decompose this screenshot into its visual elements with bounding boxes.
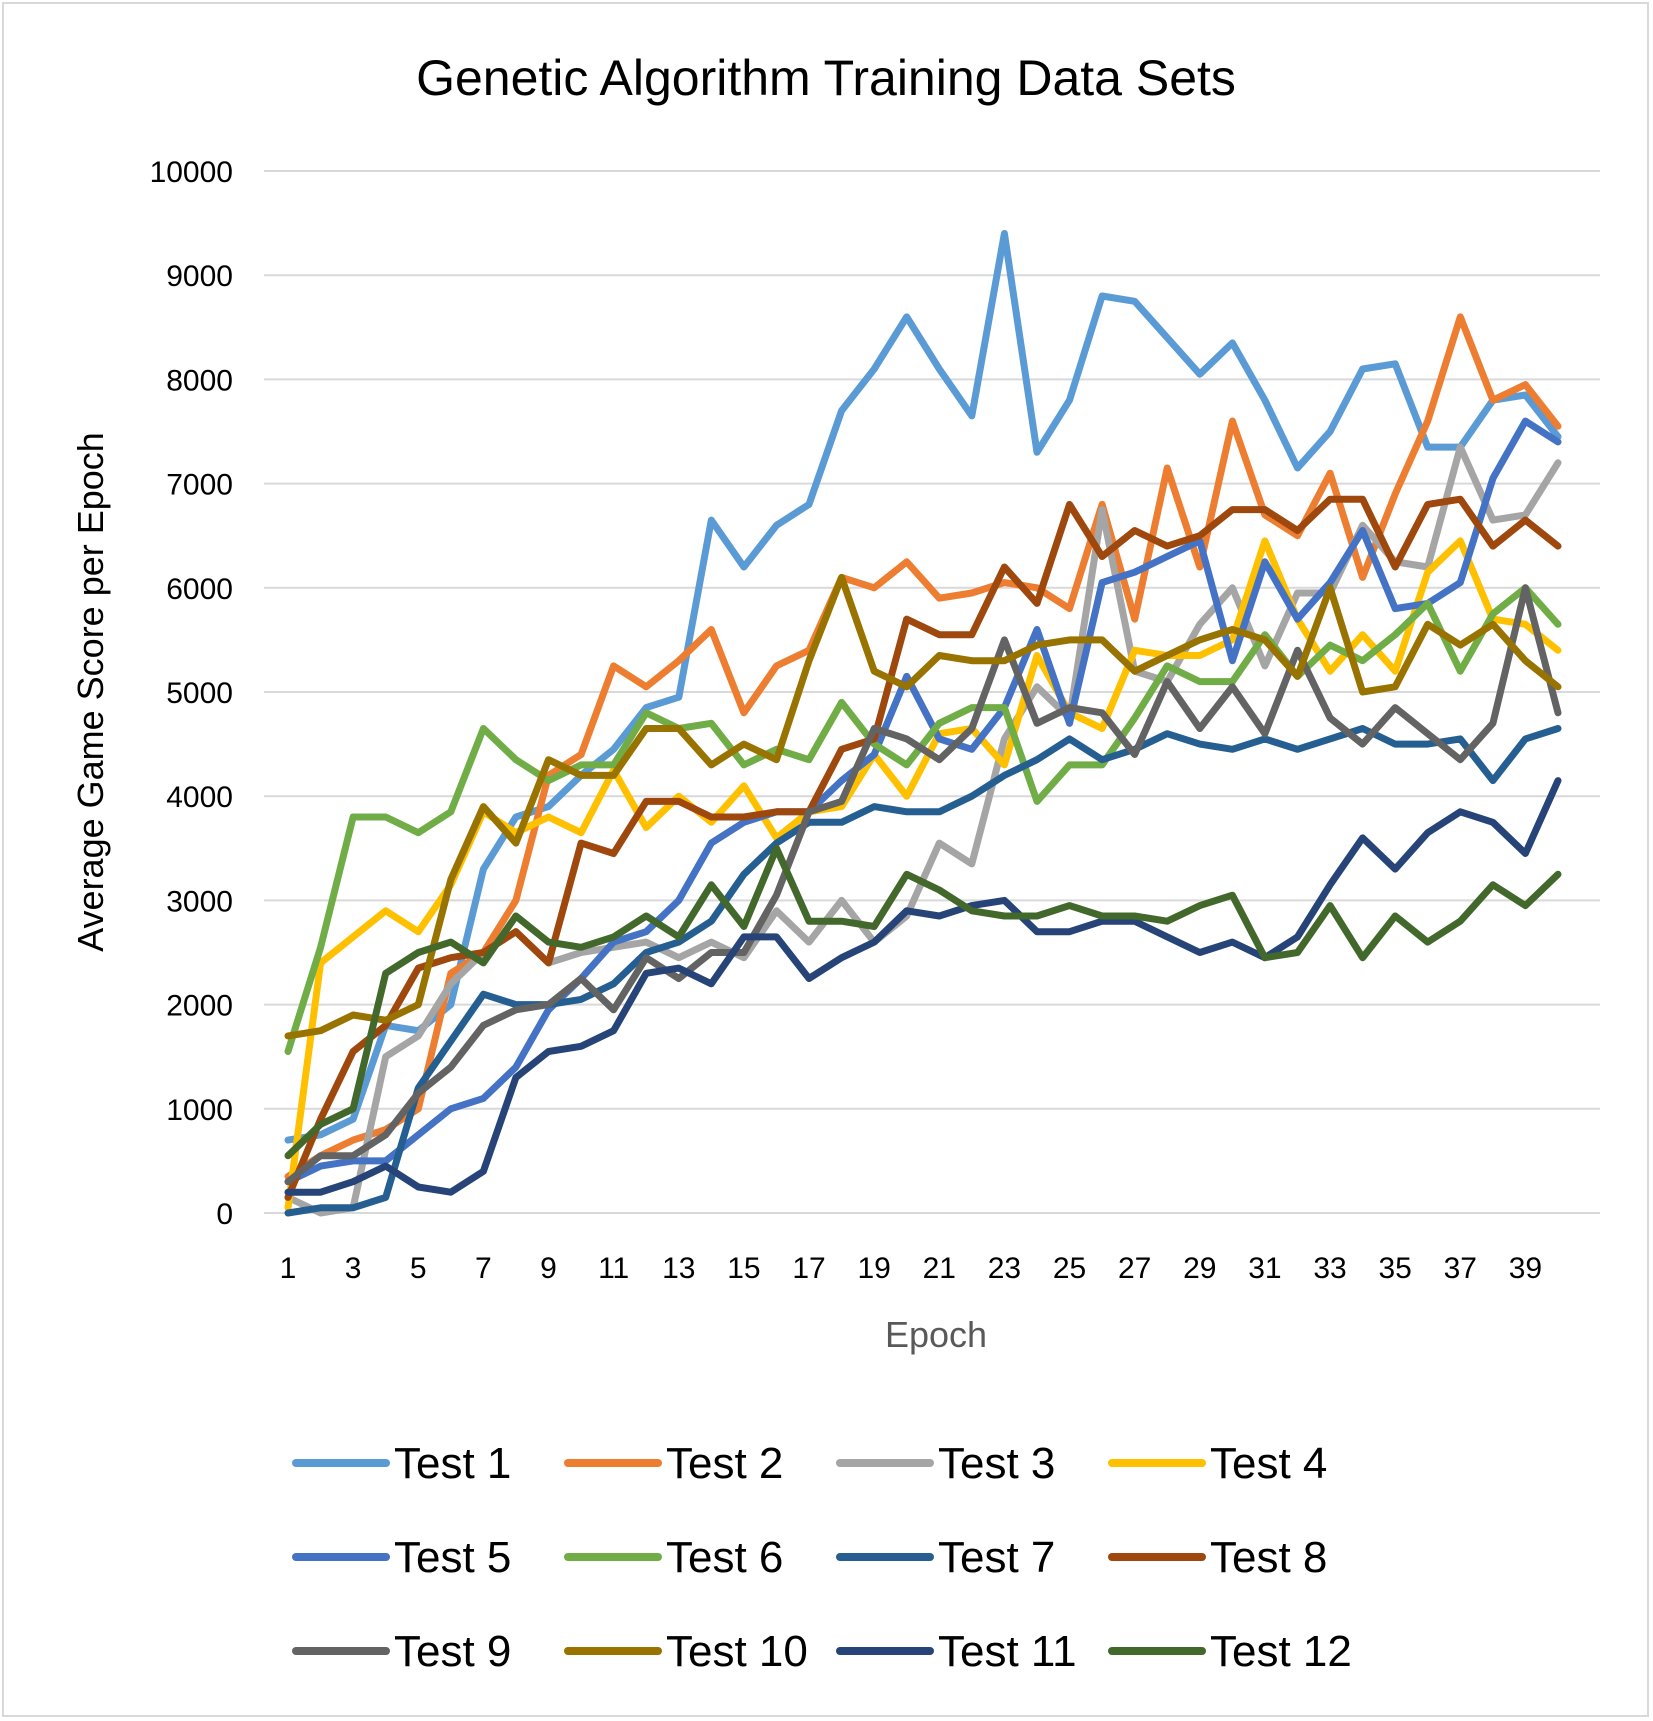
y-tick-label: 1000 <box>166 1094 233 1127</box>
y-tick-label: 7000 <box>166 469 233 502</box>
x-tick-label: 1 <box>280 1252 297 1285</box>
legend-item: Test 12 <box>1108 1627 1352 1676</box>
x-tick-label: 17 <box>792 1252 825 1285</box>
series-line-12 <box>284 844 1562 1160</box>
legend-item: Test 3 <box>836 1439 1055 1488</box>
y-tick-label: 0 <box>216 1198 233 1231</box>
y-tick-label: 5000 <box>166 677 233 710</box>
legend-item: Test 5 <box>292 1533 511 1582</box>
x-tick-label: 19 <box>857 1252 890 1285</box>
x-tick-label: 39 <box>1509 1252 1542 1285</box>
x-tick-label: 29 <box>1183 1252 1216 1285</box>
legend-label: Test 4 <box>1210 1439 1327 1488</box>
legend-item: Test 10 <box>564 1627 808 1676</box>
legend-label: Test 9 <box>394 1627 511 1676</box>
legend-item: Test 8 <box>1108 1533 1327 1582</box>
y-tick-label: 9000 <box>166 260 233 293</box>
y-tick-label: 10000 <box>150 156 233 189</box>
legend-label: Test 1 <box>394 1439 511 1488</box>
x-axis-label: Epoch <box>885 1314 987 1355</box>
x-tick-label: 5 <box>410 1252 427 1285</box>
y-tick-label: 3000 <box>166 885 233 918</box>
legend-item: Test 1 <box>292 1439 511 1488</box>
legend-label: Test 5 <box>394 1533 511 1582</box>
legend-item: Test 9 <box>292 1627 511 1676</box>
x-tick-label: 9 <box>540 1252 557 1285</box>
x-tick-label: 27 <box>1118 1252 1151 1285</box>
series-line-5 <box>284 417 1562 1186</box>
legend-label: Test 3 <box>938 1439 1055 1488</box>
x-tick-label: 25 <box>1053 1252 1086 1285</box>
y-tick-label: 8000 <box>166 364 233 397</box>
legend-label: Test 10 <box>666 1627 808 1676</box>
x-tick-label: 11 <box>598 1252 629 1285</box>
legend-item: Test 11 <box>836 1627 1077 1676</box>
series-line-11 <box>284 777 1562 1196</box>
legend-item: Test 2 <box>564 1439 783 1488</box>
x-tick-label: 37 <box>1444 1252 1477 1285</box>
series-line-10 <box>284 573 1562 1040</box>
series-line-8 <box>284 495 1562 1201</box>
gridlines <box>264 170 1600 1214</box>
series-line-1 <box>284 230 1562 1144</box>
y-axis-ticks: 0 1000 2000 3000 4000 5000 6000 7000 8000 9000 100… <box>150 156 233 1231</box>
y-tick-label: 4000 <box>166 781 233 814</box>
x-tick-label: 13 <box>662 1252 695 1285</box>
series-lines <box>284 230 1562 1217</box>
x-tick-label: 21 <box>923 1252 956 1285</box>
x-axis-ticks: 1 3 5 7 9 11 13 15 17 19 21 23 25 27 29 31 33 35 37 39 <box>280 1252 1542 1285</box>
x-tick-label: 3 <box>345 1252 362 1285</box>
x-tick-label: 35 <box>1378 1252 1411 1285</box>
x-tick-label: 33 <box>1313 1252 1346 1285</box>
legend-label: Test 12 <box>1210 1627 1352 1676</box>
legend-label: Test 7 <box>938 1533 1055 1582</box>
series-line-9 <box>284 584 1562 1186</box>
legend: Test 1 Test 2 Test 3 Test 4 Test 5 Test 6 Test… <box>292 1439 1352 1676</box>
series-line-2 <box>284 313 1562 1180</box>
chart-title: Genetic Algorithm Training Data Sets <box>416 50 1236 106</box>
legend-label: Test 6 <box>666 1533 783 1582</box>
legend-label: Test 8 <box>1210 1533 1327 1582</box>
legend-label: Test 11 <box>938 1627 1077 1676</box>
y-tick-label: 2000 <box>166 990 233 1023</box>
y-tick-label: 6000 <box>166 573 233 606</box>
legend-item: Test 6 <box>564 1533 783 1582</box>
legend-item: Test 4 <box>1108 1439 1327 1488</box>
x-tick-label: 31 <box>1248 1252 1281 1285</box>
x-tick-label: 7 <box>475 1252 492 1285</box>
legend-label: Test 2 <box>666 1439 783 1488</box>
legend-item: Test 7 <box>836 1533 1055 1582</box>
x-tick-label: 23 <box>988 1252 1021 1285</box>
series-line-6 <box>284 584 1562 1055</box>
series-line-7 <box>284 725 1562 1217</box>
x-tick-label: 15 <box>727 1252 760 1285</box>
y-axis-label: Average Game Score per Epoch <box>70 432 111 952</box>
